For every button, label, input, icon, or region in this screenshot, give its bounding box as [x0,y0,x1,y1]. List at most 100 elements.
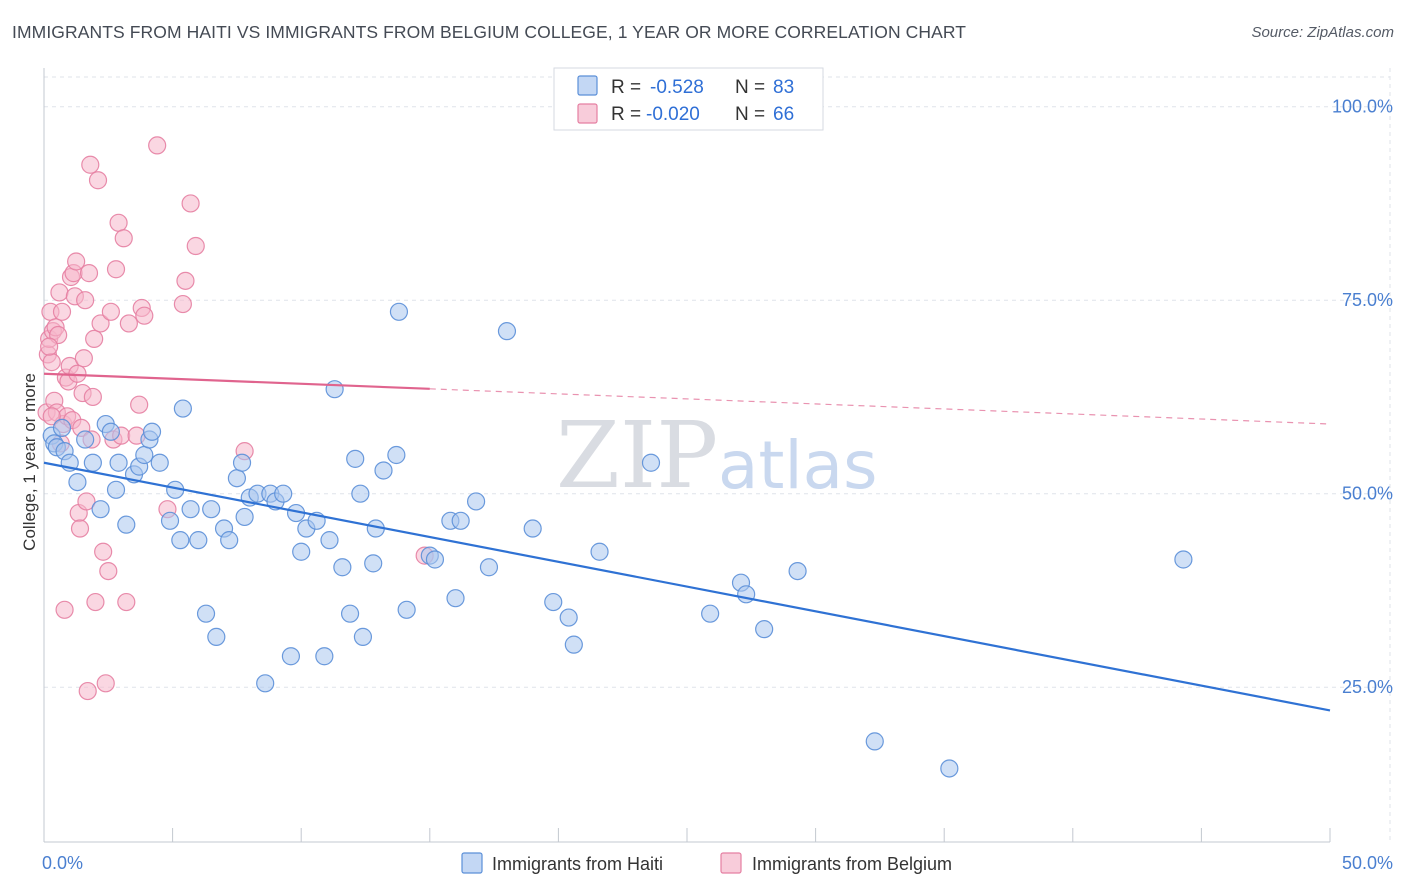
belgium-point [40,337,59,356]
x-tick-label-min: 0.0% [42,853,83,873]
y-tick-label: 75.0% [1342,290,1393,310]
series-legend-swatch-belgium [720,852,742,874]
belgium-point [70,519,90,538]
haiti-point [446,589,465,608]
legend-swatch-haiti [577,75,598,96]
belgium-point [78,681,97,701]
haiti-point [374,461,393,480]
haiti-point [497,322,517,341]
haiti-point [755,620,774,639]
belgium-point [85,329,104,348]
haiti-point [173,399,192,418]
haiti-point [364,554,383,573]
y-tick-label: 25.0% [1342,677,1393,697]
belgium-point [91,314,110,333]
haiti-point [466,492,486,511]
haiti-point [52,418,72,438]
haiti-point [281,647,301,666]
haiti-point [346,449,365,468]
belgium-point [74,349,93,368]
haiti-point [150,453,169,472]
tick-labels: 25.0% 50.0% 75.0% 100.0% 0.0% 50.0% [42,97,1393,873]
haiti-point [227,469,246,488]
haiti-point [83,453,102,472]
belgium-point [114,229,133,248]
y-tick-label: 100.0% [1332,97,1393,117]
haiti-point [1174,550,1193,569]
legend-n-value-haiti: 83 [773,77,794,98]
haiti-point [425,550,445,569]
haiti-point [641,453,661,472]
haiti-point [940,759,959,778]
haiti-point [333,558,352,577]
legend-r-value-haiti: -0.528 [650,77,704,98]
haiti-point [117,515,136,534]
x-tick-label-max: 50.0% [1342,853,1393,873]
haiti-point [135,445,154,465]
haiti-point [559,608,578,627]
legend-r-label-belgium: R = [611,104,641,125]
haiti-point [737,585,756,604]
legend-r-label-haiti: R = [611,77,641,98]
haiti-point [171,531,190,550]
belgium-point [88,171,108,190]
legend-r-value-belgium: -0.020 [646,104,700,125]
haiti-point [701,604,720,623]
haiti-point [544,592,563,612]
legend-box [553,67,824,131]
belgium-point [86,592,105,612]
belgium-point [148,136,167,155]
axes [43,68,1331,843]
belgium-point [117,592,136,612]
chart-source: Source: ZipAtlas.com [1251,24,1394,41]
belgium-point [176,271,195,290]
haiti-point [315,647,334,666]
belgium-trend-extension [429,388,1331,425]
haiti-point [340,604,360,623]
correlation-legend: R = -0.528 N = 83 R = -0.020 N = 66 [553,67,824,131]
y-axis-title: College, 1 year or more [20,373,39,551]
haiti-point [389,302,409,321]
belgium-point [109,213,128,232]
trend-lines [43,372,1331,712]
belgium-point [106,260,126,279]
belgium-trend-line [43,372,430,390]
haiti-point [207,627,226,646]
haiti-point [523,519,542,538]
haiti-point [320,531,339,550]
haiti-point [160,511,180,530]
belgium-point [119,314,138,333]
chart-title: IMMIGRANTS FROM HAITI VS IMMIGRANTS FROM… [12,22,967,42]
haiti-point [181,500,200,519]
legend-swatch-belgium [577,103,598,124]
haiti-point [325,380,344,399]
watermark-zip: ZIP [556,402,718,509]
belgium-point [79,264,99,283]
belgium-point [83,387,102,407]
belgium-point [96,674,115,693]
series-legend-label-belgium: Immigrants from Belgium [752,854,952,874]
haiti-point [220,531,239,550]
y-tick-label: 50.0% [1342,484,1393,504]
belgium-point [67,252,86,271]
belgium-point [42,353,61,372]
belgium-point [186,236,205,256]
series-legend-swatch-haiti [461,852,483,874]
haiti-point [590,542,609,561]
belgium-point [181,194,200,213]
belgium-point [101,302,120,321]
haiti-point [397,600,416,619]
haiti-point [196,604,216,623]
legend-n-label-belgium: N = [735,104,765,125]
haiti-point [232,453,252,472]
haiti-point [479,558,499,577]
haiti-point [189,531,208,550]
haiti-point [101,422,120,441]
legend-n-label-haiti: N = [735,77,765,98]
haiti-point [202,500,221,519]
haiti-series [42,302,1193,778]
belgium-point [42,407,61,426]
haiti-point [76,430,95,449]
haiti-point [142,422,162,441]
